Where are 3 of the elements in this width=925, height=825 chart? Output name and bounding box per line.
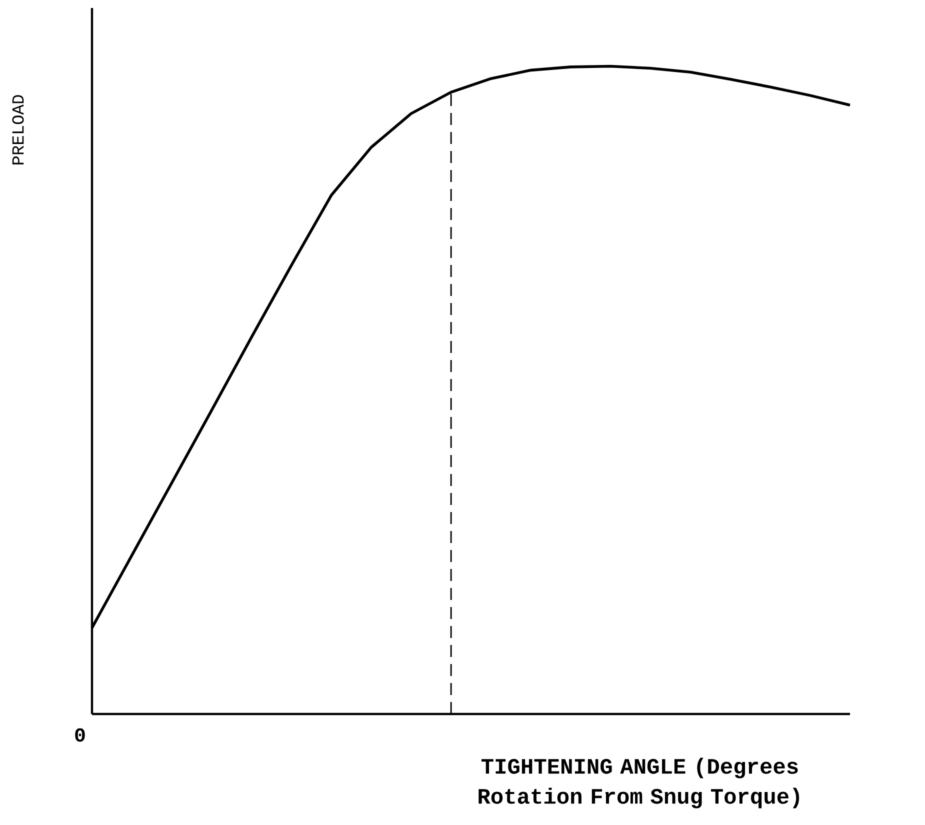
x-axis-title: TIGHTENING ANGLE (Degrees Rotation From Snug Torque)	[478, 758, 800, 808]
y-axis-title: PRELOAD	[12, 95, 24, 164]
text: 0	[75, 728, 85, 742]
